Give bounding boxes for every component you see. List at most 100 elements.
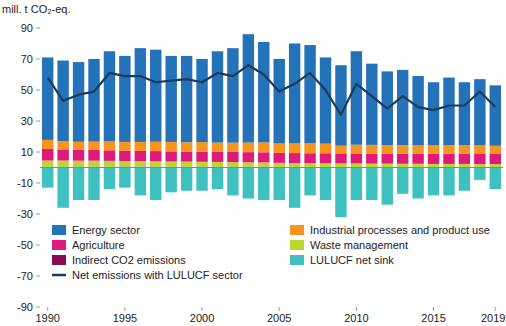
bar — [42, 168, 53, 188]
legend-swatch — [290, 225, 304, 235]
bar — [304, 143, 315, 153]
bar — [412, 145, 423, 154]
bar — [227, 168, 238, 196]
legend-item: Industrial processes and product use — [290, 224, 490, 236]
bar — [227, 152, 238, 162]
bar — [320, 163, 331, 167]
bar — [42, 140, 53, 149]
bar — [412, 76, 423, 145]
bar — [304, 45, 315, 143]
bar — [196, 162, 207, 167]
y-tick-label: -90 — [17, 301, 33, 313]
bar — [227, 162, 238, 167]
bar — [490, 168, 501, 190]
y-tick-label: -30 — [17, 208, 33, 220]
bar — [196, 168, 207, 191]
legend-label: Agriculture — [72, 239, 125, 251]
bar — [412, 154, 423, 164]
legend-item: Indirect CO2 emissions — [52, 254, 186, 266]
bar — [73, 62, 84, 142]
bar — [135, 168, 146, 196]
bar — [382, 154, 393, 164]
bar — [397, 168, 408, 194]
bar — [459, 145, 470, 154]
bar — [165, 56, 176, 142]
bar — [459, 154, 470, 164]
x-tick-label: 2000 — [190, 312, 214, 324]
bar — [474, 168, 485, 180]
bar — [474, 154, 485, 164]
bar — [397, 154, 408, 164]
bar — [304, 153, 315, 163]
x-tick-label: 2010 — [344, 312, 368, 324]
net-line — [48, 65, 496, 115]
legend-item: LULUCF net sink — [290, 254, 394, 266]
bar — [428, 82, 439, 145]
bar — [42, 149, 53, 161]
bar — [212, 143, 223, 152]
bar — [274, 163, 285, 167]
bar — [412, 168, 423, 199]
legend-label: Indirect CO2 emissions — [72, 254, 186, 266]
bar — [57, 141, 68, 149]
bar — [428, 145, 439, 153]
chart: mill. t CO₂-eq.-90-70-50-30-101030507090… — [0, 0, 506, 326]
bar — [397, 70, 408, 145]
bar — [212, 162, 223, 167]
y-tick — [36, 59, 40, 60]
x-tick — [356, 307, 357, 311]
bar — [135, 151, 146, 161]
y-tick — [36, 307, 40, 308]
legend-label: Industrial processes and product use — [310, 224, 490, 236]
bar — [274, 153, 285, 163]
y-axis-title: mill. t CO₂-eq. — [2, 3, 70, 15]
bar — [181, 168, 192, 191]
bar — [135, 142, 146, 151]
bar — [366, 168, 377, 201]
bar — [289, 44, 300, 144]
bar — [490, 85, 501, 145]
bar — [274, 168, 285, 201]
bar — [88, 161, 99, 167]
x-tick-label: 1995 — [113, 312, 137, 324]
bar — [181, 56, 192, 142]
bar — [212, 152, 223, 162]
bar — [289, 153, 300, 163]
bar — [443, 145, 454, 154]
bar — [88, 168, 99, 201]
bar — [73, 161, 84, 167]
bar — [366, 164, 377, 167]
bar — [351, 168, 362, 201]
bar — [42, 57, 53, 139]
bar — [351, 145, 362, 154]
legend-label: Energy sector — [72, 224, 140, 236]
x-tick-label: 1990 — [35, 312, 59, 324]
bar — [382, 164, 393, 167]
y-tick-label: -70 — [17, 270, 33, 282]
bar — [104, 141, 115, 150]
bar — [104, 51, 115, 141]
bar — [73, 150, 84, 161]
bar — [304, 163, 315, 167]
y-tick — [36, 245, 40, 246]
y-tick-label: -10 — [17, 177, 33, 189]
y-tick — [36, 183, 40, 184]
bar — [258, 162, 269, 166]
bar — [397, 145, 408, 154]
bar — [42, 161, 53, 167]
bar — [196, 59, 207, 142]
bar — [104, 161, 115, 167]
bar — [474, 164, 485, 167]
x-tick — [495, 307, 496, 311]
bar — [119, 151, 130, 161]
bar — [150, 50, 161, 142]
y-tick-label: 10 — [21, 146, 33, 158]
bar — [335, 153, 346, 163]
y-tick — [36, 152, 40, 153]
bar — [474, 79, 485, 145]
x-tick — [47, 307, 48, 311]
bar — [227, 143, 238, 152]
bar — [320, 153, 331, 163]
bar — [258, 142, 269, 152]
bar — [73, 142, 84, 150]
